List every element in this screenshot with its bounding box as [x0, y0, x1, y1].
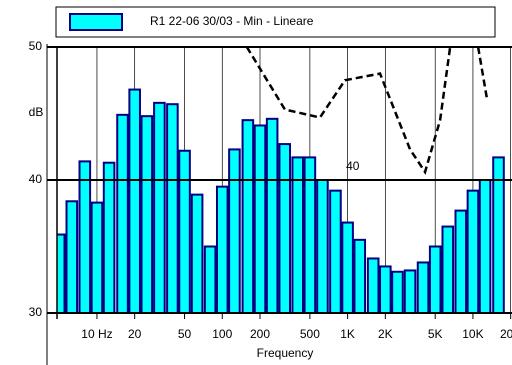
- x-tick-label: 20: [128, 327, 142, 341]
- bar: [353, 238, 367, 315]
- x-tick-label: 1K: [340, 327, 355, 341]
- x-tick-label: 100: [212, 327, 232, 341]
- bar: [329, 189, 342, 314]
- bar: [416, 261, 430, 314]
- bar: [116, 113, 129, 314]
- bar: [441, 225, 455, 314]
- x-tick-label: 50: [178, 327, 192, 341]
- x-tick-label: 20K: [500, 327, 512, 341]
- bar: [57, 233, 66, 314]
- line: [245, 46, 452, 175]
- bar: [278, 143, 292, 314]
- y-tick-label: 50: [29, 39, 43, 53]
- bar: [379, 265, 392, 315]
- plot-area: [57, 46, 512, 315]
- x-tick-label: 5K: [428, 327, 443, 341]
- bar: [366, 257, 380, 314]
- bar: [90, 201, 104, 314]
- line: [476, 46, 489, 101]
- bar: [65, 200, 79, 314]
- x-tick-label: 500: [300, 327, 320, 341]
- bar: [140, 115, 154, 314]
- bar: [478, 179, 492, 314]
- bar: [190, 193, 204, 315]
- bar: [265, 117, 279, 314]
- bar: [178, 149, 191, 314]
- bar: [102, 161, 116, 314]
- bar: [128, 88, 141, 314]
- y-tick-label: 30: [29, 305, 43, 319]
- x-axis-label: Frequency: [257, 346, 314, 360]
- x-tick-label: 2K: [378, 327, 393, 341]
- bar: [391, 270, 404, 314]
- bar: [203, 245, 217, 314]
- bar: [78, 160, 92, 314]
- legend-label: R1 22-06 30/03 - Min - Lineare: [150, 14, 314, 28]
- bar: [228, 148, 241, 314]
- x-tick-label: 10 Hz: [81, 327, 112, 341]
- legend-swatch: [69, 13, 123, 31]
- y-tick-label: 40: [29, 172, 43, 186]
- bar: [341, 221, 354, 314]
- y-axis-label: dB: [29, 105, 44, 119]
- bar: [153, 101, 166, 314]
- legend-box: [55, 6, 496, 38]
- bar: [316, 179, 329, 314]
- bar: [166, 103, 179, 314]
- bar: [454, 209, 468, 314]
- bar: [215, 185, 229, 314]
- annotation: 40: [346, 159, 360, 173]
- bar: [241, 119, 255, 315]
- bar: [403, 269, 417, 315]
- bar: [253, 124, 267, 314]
- x-tick-label: 200: [250, 327, 270, 341]
- bar: [466, 189, 480, 314]
- bar: [428, 245, 442, 314]
- x-tick-label: 10K: [462, 327, 483, 341]
